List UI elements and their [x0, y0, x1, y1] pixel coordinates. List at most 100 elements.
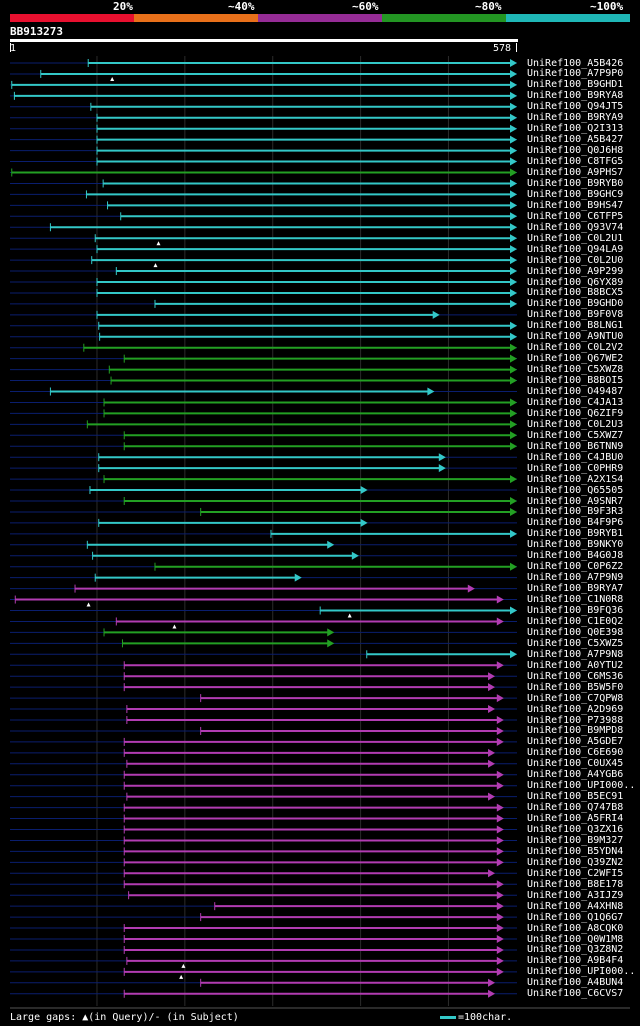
hit-label[interactable]: UniRef100_B9RYA8 [527, 90, 624, 102]
hit-label[interactable]: UniRef100_B4F9P6 [527, 517, 624, 529]
query-gap-marker [172, 624, 177, 629]
hit-arrow [496, 858, 504, 867]
hit-label[interactable]: UniRef100_A5B427 [527, 134, 624, 146]
hit-label[interactable]: UniRef100_A9B4F4 [527, 955, 624, 967]
hit-arrow [496, 661, 504, 670]
hit-label[interactable]: UniRef100_P73988 [527, 714, 624, 726]
hit-label[interactable]: UniRef100_B9GHC9 [527, 188, 624, 200]
hit-label[interactable]: UniRef100_B9MPD8 [527, 725, 624, 737]
hit-label[interactable]: UniRef100_B5W5F0 [527, 681, 624, 693]
hit-label[interactable]: UniRef100_A7P9P0 [527, 68, 624, 80]
hit-label[interactable]: UniRef100_C0UX45 [527, 758, 624, 770]
hit-label[interactable]: UniRef100_A7P9N9 [527, 572, 624, 584]
hit-label[interactable]: UniRef100_C0PHR9 [527, 462, 624, 474]
hit-label[interactable]: UniRef100_UPI000.. [527, 966, 636, 978]
hit-label[interactable]: UniRef100_A7P9N8 [527, 648, 624, 660]
hit-label[interactable]: UniRef100_B8E178 [527, 878, 624, 890]
hit-label[interactable]: UniRef100_C5XWZ7 [527, 429, 624, 441]
hit-label[interactable]: UniRef100_B8LNG1 [527, 320, 624, 332]
hit-label[interactable]: UniRef100_C0L2U1 [527, 232, 624, 244]
hit-label[interactable]: UniRef100_Q93V74 [527, 221, 624, 233]
hit-label[interactable]: UniRef100_B9RYB1 [527, 528, 624, 540]
hit-label[interactable]: UniRef100_C1E0Q2 [527, 615, 624, 627]
hit-label[interactable]: UniRef100_B9FQ36 [527, 605, 624, 616]
hit-label[interactable]: UniRef100_B9RYA7 [527, 583, 624, 595]
hit-label[interactable]: UniRef100_C6TFP5 [527, 210, 624, 222]
hit-arrow [510, 102, 517, 111]
hit-label[interactable]: UniRef100_A0YTU2 [527, 659, 624, 671]
hit-label[interactable]: UniRef100_C2WFI5 [527, 867, 624, 879]
hit-label[interactable]: UniRef100_Q3Z8N2 [527, 944, 624, 956]
hit-label[interactable]: UniRef100_Q747B8 [527, 802, 624, 814]
hit-label[interactable]: UniRef100_Q0J6H8 [527, 145, 624, 157]
hit-label[interactable]: UniRef100_A4XHN8 [527, 900, 624, 912]
hit-label[interactable]: UniRef100_C6E690 [527, 747, 624, 759]
hit-label[interactable]: UniRef100_Q0W1M8 [527, 933, 624, 945]
hit-label[interactable]: UniRef100_B9RYA9 [527, 112, 624, 124]
hit-label[interactable]: UniRef100_Q6YX89 [527, 276, 624, 288]
hit-arrow [496, 924, 504, 933]
hit-label[interactable]: UniRef100_Q0E398 [527, 626, 624, 638]
hit-label[interactable]: UniRef100_Q39ZN2 [527, 856, 624, 868]
hit-label[interactable]: UniRef100_C4JA13 [527, 396, 624, 408]
hit-label[interactable]: UniRef100_C7QPW8 [527, 692, 624, 704]
hit-label[interactable]: UniRef100_O49487 [527, 386, 624, 397]
legend-label: ~60% [352, 0, 379, 13]
hit-label[interactable]: UniRef100_B6TNN9 [527, 440, 624, 452]
hit-arrow [496, 803, 504, 812]
hit-arrow [488, 869, 496, 878]
hit-label[interactable]: UniRef100_C5XWZ8 [527, 364, 624, 376]
hit-label[interactable]: UniRef100_C0P6Z2 [527, 561, 624, 573]
hit-arrow [496, 726, 504, 735]
hit-label[interactable]: UniRef100_A5B426 [527, 57, 624, 69]
hit-label[interactable]: UniRef100_B8BCX5 [527, 287, 624, 299]
hit-label[interactable]: UniRef100_B9F3R3 [527, 506, 624, 518]
hit-label[interactable]: UniRef100_C0L2U3 [527, 418, 624, 430]
hit-label[interactable]: UniRef100_A2X1S4 [527, 473, 624, 485]
hit-label[interactable]: UniRef100_A9SNR7 [527, 495, 624, 507]
hit-label[interactable]: UniRef100_B5EC91 [527, 791, 624, 803]
hit-label[interactable]: UniRef100_B9NKY0 [527, 539, 624, 551]
hit-label[interactable]: UniRef100_A4BUN4 [527, 977, 624, 989]
hit-label[interactable]: UniRef100_UPI000.. [527, 780, 636, 792]
hit-label[interactable]: UniRef100_C6CVS7 [527, 988, 624, 1000]
hit-label[interactable]: UniRef100_A9PHS7 [527, 167, 624, 178]
hit-label[interactable]: UniRef100_A4YGB6 [527, 769, 624, 781]
hit-label[interactable]: UniRef100_B9GHD0 [527, 298, 624, 310]
ruler-start-tick [10, 43, 11, 52]
hit-label[interactable]: UniRef100_C1N0R8 [527, 594, 624, 606]
hit-label[interactable]: UniRef100_B4G0J8 [527, 550, 624, 562]
hit-label[interactable]: UniRef100_Q2I313 [527, 123, 624, 135]
hit-label[interactable]: UniRef100_Q3ZX16 [527, 824, 624, 835]
hit-label[interactable]: UniRef100_C8TFG5 [527, 156, 624, 168]
hit-label[interactable]: UniRef100_B5YDN4 [527, 845, 624, 857]
hit-arrow [510, 179, 517, 188]
hit-label[interactable]: UniRef100_B9F0V8 [527, 309, 624, 321]
hit-label[interactable]: UniRef100_A8CQK0 [527, 922, 624, 934]
hit-arrow [432, 310, 440, 319]
hit-label[interactable]: UniRef100_Q6ZIF9 [527, 407, 624, 419]
hit-label[interactable]: UniRef100_A2D969 [527, 703, 624, 715]
hit-label[interactable]: UniRef100_A3IJZ9 [527, 889, 624, 901]
hit-arrow [488, 759, 496, 768]
hit-label[interactable]: UniRef100_A9NTU0 [527, 331, 624, 343]
hit-label[interactable]: UniRef100_Q65505 [527, 484, 624, 496]
hit-label[interactable]: UniRef100_A5GDE7 [527, 736, 624, 748]
hit-label[interactable]: UniRef100_C6MS36 [527, 670, 624, 682]
hit-label[interactable]: UniRef100_Q67WE2 [527, 353, 624, 365]
hit-label[interactable]: UniRef100_C4JBU0 [527, 451, 624, 463]
hit-label[interactable]: UniRef100_Q94LA9 [527, 243, 624, 255]
hit-label[interactable]: UniRef100_B9HS47 [527, 199, 624, 211]
hit-label[interactable]: UniRef100_C0L2U0 [527, 254, 624, 266]
hit-label[interactable]: UniRef100_A5FRI4 [527, 813, 624, 825]
hit-label[interactable]: UniRef100_B9M327 [527, 834, 624, 846]
hit-label[interactable]: UniRef100_B9RYB0 [527, 177, 624, 189]
hit-label[interactable]: UniRef100_C5XWZ5 [527, 637, 624, 649]
hit-label[interactable]: UniRef100_Q1Q6G7 [527, 911, 624, 923]
hit-label[interactable]: UniRef100_B8BOI5 [527, 375, 624, 387]
hit-label[interactable]: UniRef100_B9GHD1 [527, 79, 624, 91]
query-gap-marker [110, 76, 115, 81]
hit-label[interactable]: UniRef100_Q94JT5 [527, 101, 624, 113]
hit-label[interactable]: UniRef100_C0L2V2 [527, 342, 624, 354]
hit-label[interactable]: UniRef100_A9P299 [527, 265, 624, 277]
